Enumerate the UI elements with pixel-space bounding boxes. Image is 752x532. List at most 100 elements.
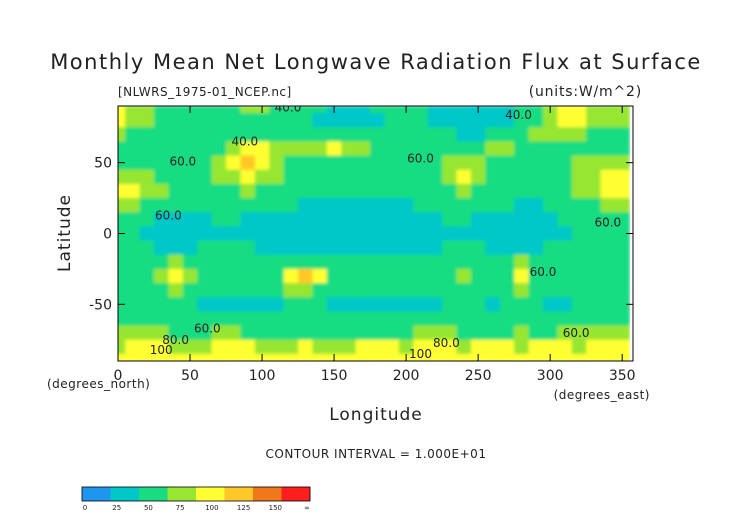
heatmap-cell [226, 226, 242, 242]
heatmap-cell [118, 113, 126, 128]
heatmap-cell [427, 141, 443, 157]
heatmap-cell [485, 268, 501, 284]
heatmap-cell [341, 283, 357, 298]
heatmap-cell [197, 106, 213, 114]
heatmap-cell [211, 240, 227, 256]
heatmap-cell [600, 311, 616, 327]
y-axis-label: Latitude [55, 194, 75, 272]
heatmap-cell [168, 183, 184, 199]
heatmap-cell [312, 155, 328, 171]
heatmap-cell [456, 297, 472, 313]
heatmap-cell [341, 141, 357, 157]
heatmap-cell [514, 353, 530, 361]
heatmap-cell [571, 353, 587, 361]
heatmap-cell [427, 311, 443, 327]
heatmap-cell [240, 169, 256, 185]
heatmap-cell [456, 113, 472, 128]
heatmap-cell [586, 141, 602, 157]
heatmap-cell [586, 106, 602, 114]
colorbar-swatch [196, 487, 225, 501]
heatmap-cell [557, 183, 573, 199]
heatmap-cell [283, 106, 299, 114]
heatmap-cell [182, 226, 198, 242]
heatmap-cell [139, 155, 155, 171]
heatmap-cell [341, 311, 357, 327]
heatmap-cell [226, 183, 242, 199]
heatmap-cell [528, 113, 544, 128]
heatmap-cell [514, 226, 530, 242]
heatmap-cell [182, 169, 198, 185]
heatmap-cell [470, 212, 486, 228]
heatmap-cell [398, 254, 414, 270]
heatmap-cell [370, 283, 386, 298]
heatmap-cell [398, 226, 414, 242]
heatmap-cell [427, 283, 443, 298]
heatmap-cell [614, 169, 630, 185]
colorbar-tick-label: 50 [144, 504, 153, 512]
colorbar-tick-label: 150 [269, 504, 282, 512]
heatmap-cell [398, 127, 414, 143]
heatmap-cell [211, 106, 227, 114]
heatmap-cell [614, 268, 630, 284]
heatmap-cell [485, 240, 501, 256]
heatmap-cell [197, 283, 213, 298]
heatmap-cell [312, 183, 328, 199]
heatmap-cell [442, 339, 458, 355]
heatmap-cell [326, 283, 342, 298]
heatmap-cell [370, 226, 386, 242]
heatmap-cell [370, 268, 386, 284]
heatmap-cell [557, 353, 573, 361]
heatmap-cell [370, 240, 386, 256]
heatmap-cell [226, 127, 242, 143]
heatmap-cell [470, 183, 486, 199]
heatmap-cell [442, 106, 458, 114]
heatmap-cell [355, 226, 371, 242]
heatmap-cell [254, 268, 270, 284]
heatmap-cell [355, 155, 371, 171]
heatmap-cell [499, 141, 515, 157]
heatmap-cell [485, 339, 501, 355]
heatmap-cell [614, 311, 630, 327]
heatmap-cell [240, 113, 256, 128]
x-tick-label: 250 [465, 368, 492, 384]
heatmap-cell [326, 141, 342, 157]
heatmap-cell [485, 198, 501, 213]
heatmap-cell [182, 283, 198, 298]
heatmap-cell [470, 268, 486, 284]
heatmap-cell [154, 155, 170, 171]
heatmap-cell [254, 325, 270, 341]
heatmap-cell [485, 325, 501, 341]
heatmap-cell [586, 283, 602, 298]
heatmap-cell [283, 297, 299, 313]
heatmap-cell [118, 268, 126, 284]
heatmap-cell [485, 226, 501, 242]
heatmap-cell [182, 254, 198, 270]
heatmap-cell [298, 169, 314, 185]
heatmap-cell [413, 339, 429, 355]
heatmap-cell [499, 169, 515, 185]
colorbar-tick-label: 125 [237, 504, 250, 512]
heatmap-cell [139, 254, 155, 270]
heatmap-cell [571, 212, 587, 228]
heatmap-cell [298, 268, 314, 284]
heatmap-cell [283, 226, 299, 242]
heatmap-cell [413, 297, 429, 313]
heatmap-cell [427, 198, 443, 213]
heatmap-cell [341, 353, 357, 361]
heatmap-cell [211, 339, 227, 355]
heatmap-cell [398, 339, 414, 355]
heatmap-cell [413, 127, 429, 143]
heatmap-cell [154, 226, 170, 242]
heatmap-cell [571, 169, 587, 185]
heatmap-cell [413, 183, 429, 199]
heatmap-cell [269, 297, 285, 313]
heatmap-cell [586, 339, 602, 355]
heatmap-cell [514, 325, 530, 341]
heatmap-cell [254, 127, 270, 143]
heatmap-cell [168, 325, 184, 341]
heatmap-cell [355, 254, 371, 270]
heatmap-cell [456, 141, 472, 157]
heatmap-cell [571, 254, 587, 270]
heatmap-cell [139, 106, 155, 114]
heatmap-cell [528, 311, 544, 327]
